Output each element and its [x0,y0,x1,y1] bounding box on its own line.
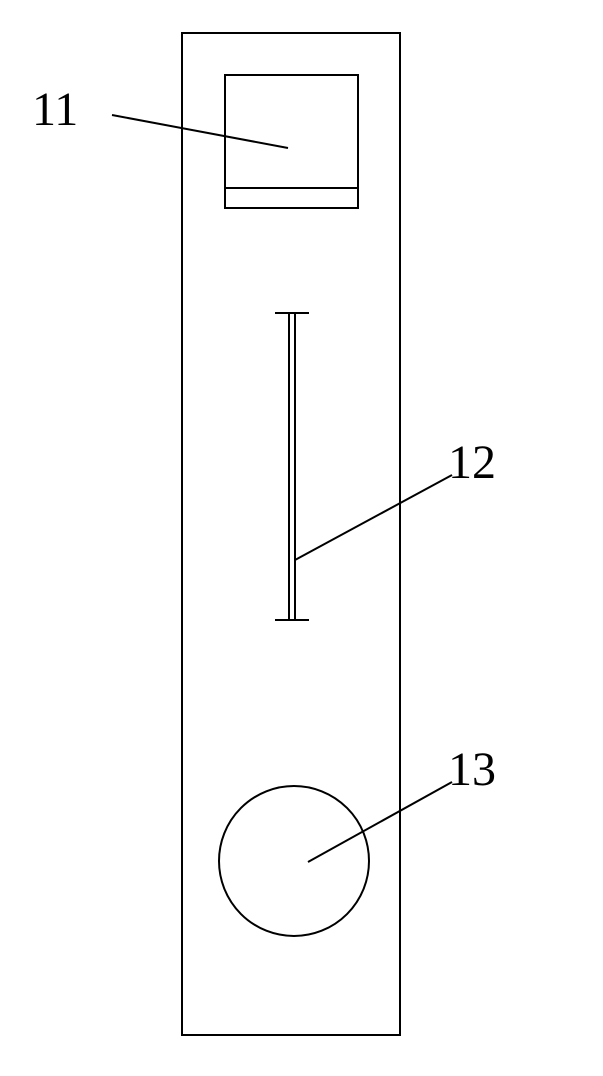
bottom-circle [219,786,369,936]
callout-label-11: 11 [32,83,78,136]
outer-rectangle [182,33,400,1035]
diagram-svg: 11 12 13 [0,0,603,1076]
callout-label-13: 13 [448,743,496,796]
figure-root: 11 12 13 [32,33,496,1035]
callout-line-12 [295,475,452,560]
callout-label-12: 12 [448,436,496,489]
callout-line-11 [112,115,288,148]
